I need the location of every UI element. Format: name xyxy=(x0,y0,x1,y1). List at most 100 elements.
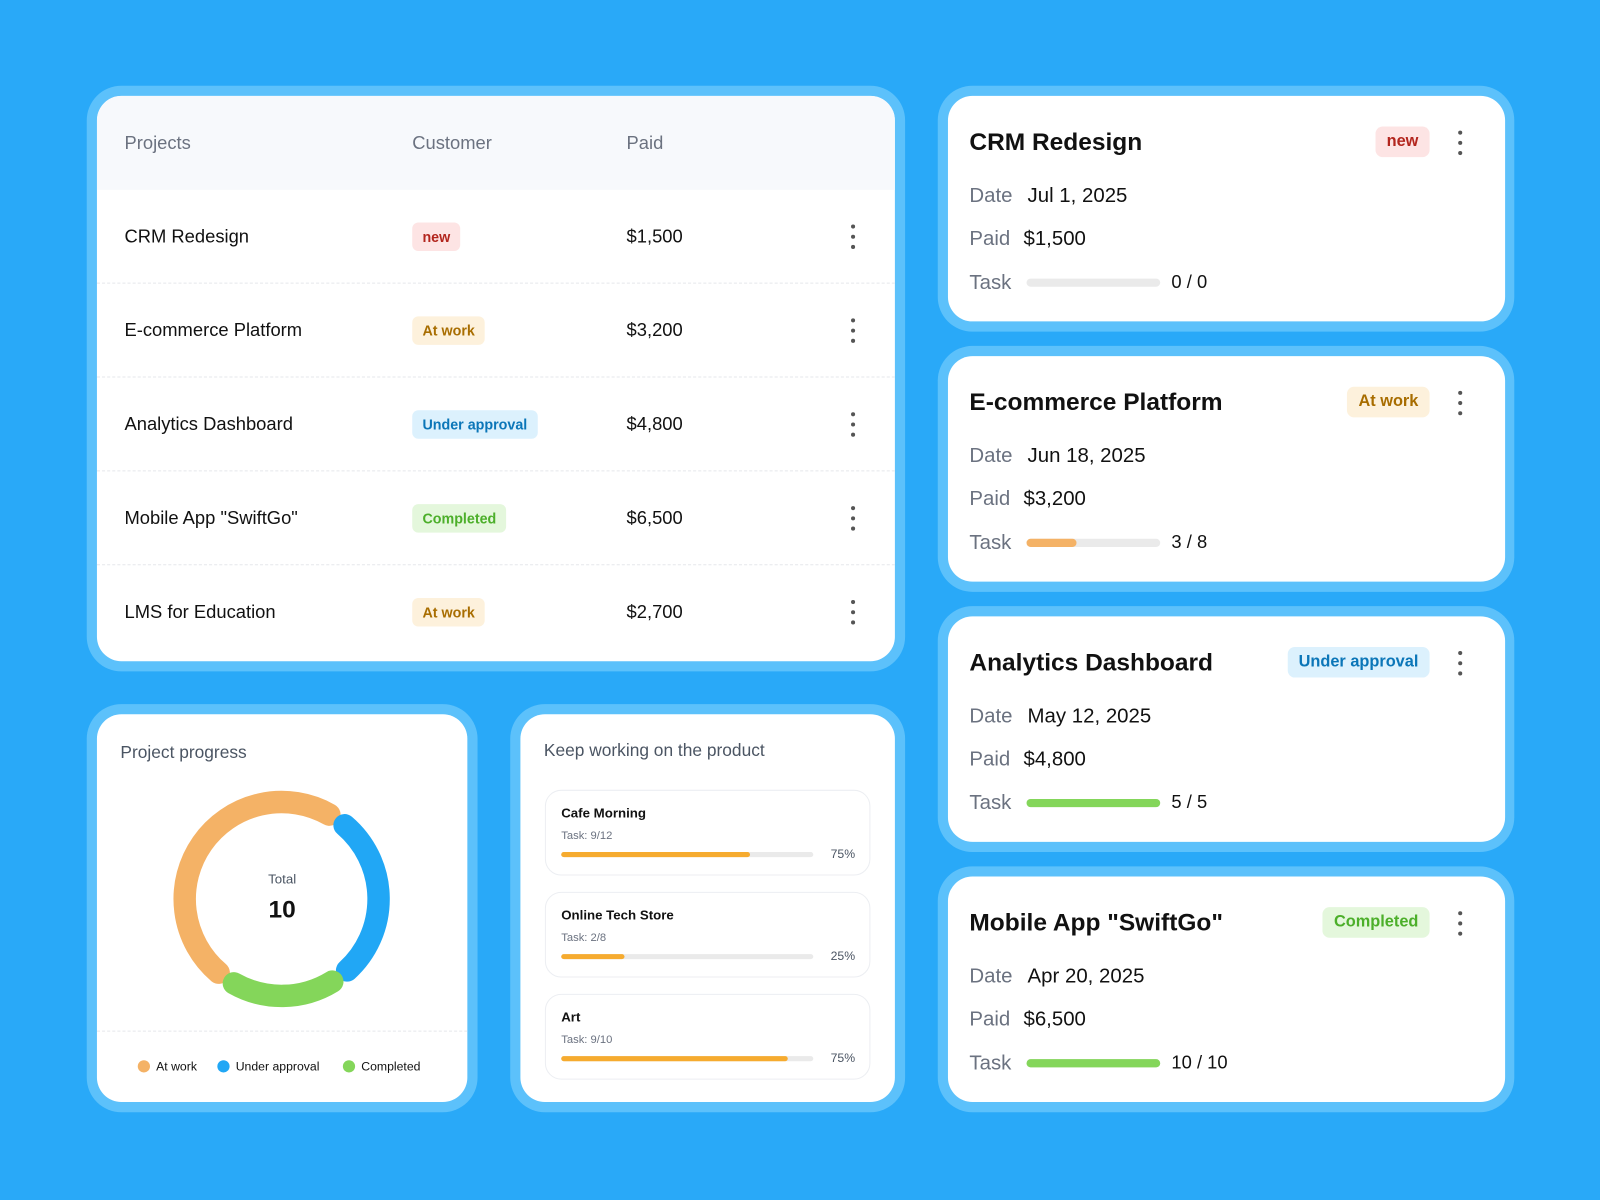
card-title: Project progress xyxy=(120,742,247,763)
legend-under-approval: Under approval xyxy=(217,1059,319,1073)
donut-total: 10 xyxy=(268,895,296,924)
paid-value: $6,500 xyxy=(1023,1008,1086,1031)
more-vertical-icon[interactable] xyxy=(1450,130,1470,156)
legend-at-work: At work xyxy=(137,1059,197,1074)
donut-center-label: Total xyxy=(268,871,297,887)
task-value: 3 / 8 xyxy=(1171,531,1208,553)
column-header-customer: Customer xyxy=(412,132,492,154)
card-title: Keep working on the product xyxy=(543,740,765,761)
product-name: Online Tech Store xyxy=(561,907,674,923)
date-value: May 12, 2025 xyxy=(1027,705,1152,728)
more-vertical-icon[interactable] xyxy=(1450,651,1470,676)
project-title: Analytics Dashboard xyxy=(969,648,1213,677)
table-row[interactable]: CRM Redesign new $1,500 xyxy=(96,190,895,284)
paid-value: $1,500 xyxy=(1023,227,1086,250)
project-card[interactable]: Analytics Dashboard Under approval Date … xyxy=(947,616,1506,842)
paid-label: Paid xyxy=(969,487,1011,511)
more-vertical-icon[interactable] xyxy=(843,505,863,531)
progress-fill xyxy=(561,852,751,858)
status-badge: Completed xyxy=(1322,907,1430,938)
status-badge: Under approval xyxy=(1287,646,1430,678)
legend-dot xyxy=(217,1060,230,1073)
divider xyxy=(96,1030,468,1032)
product-name: Cafe Morning xyxy=(561,805,646,821)
project-name: Analytics Dashboard xyxy=(124,413,293,434)
product-item[interactable]: Art Task: 9/10 75% xyxy=(544,993,871,1080)
progress-bar xyxy=(561,1056,814,1062)
task-value: 5 / 5 xyxy=(1171,791,1208,813)
progress-percent: 75% xyxy=(830,1051,856,1066)
paid-label: Paid xyxy=(969,227,1011,250)
paid-amount: $1,500 xyxy=(626,225,683,246)
table-row[interactable]: E-commerce Platform At work $3,200 xyxy=(96,284,895,378)
table-row[interactable]: LMS for Education At work $2,700 xyxy=(97,565,895,659)
project-name: LMS for Education xyxy=(124,601,276,622)
paid-label: Paid xyxy=(969,1008,1011,1031)
table-row[interactable]: Analytics Dashboard Under approval $4,80… xyxy=(96,378,895,472)
task-label: Task xyxy=(969,791,1012,815)
task-value: 10 / 10 xyxy=(1171,1052,1228,1073)
keep-working-card: Keep working on the product Cafe Morning… xyxy=(520,714,895,1103)
legend-label: Completed xyxy=(361,1059,421,1074)
legend-dot xyxy=(342,1060,356,1073)
legend-label: Under approval xyxy=(235,1059,320,1074)
more-vertical-icon[interactable] xyxy=(1450,390,1470,416)
task-label: Task xyxy=(969,531,1012,555)
column-header-projects: Projects xyxy=(124,132,191,154)
status-badge: Completed xyxy=(412,503,507,533)
table-header: Projects Customer Paid xyxy=(96,95,895,190)
paid-amount: $2,700 xyxy=(626,601,683,622)
legend-completed: Completed xyxy=(342,1059,421,1074)
paid-amount: $6,500 xyxy=(626,507,683,528)
paid-value: $3,200 xyxy=(1023,487,1086,511)
more-vertical-icon[interactable] xyxy=(843,599,863,625)
paid-value: $4,800 xyxy=(1023,747,1086,771)
task-value: 0 / 0 xyxy=(1171,271,1208,292)
more-vertical-icon[interactable] xyxy=(843,411,863,437)
product-task-count: Task: 9/10 xyxy=(561,1033,613,1046)
date-value: Apr 20, 2025 xyxy=(1027,965,1145,988)
project-card[interactable]: E-commerce Platform At work Date Jun 18,… xyxy=(947,356,1506,582)
date-label: Date xyxy=(969,184,1013,208)
task-progress-fill xyxy=(1026,1059,1161,1068)
status-badge: At work xyxy=(1347,386,1430,418)
product-item[interactable]: Cafe Morning Task: 9/12 75% xyxy=(544,789,871,876)
status-badge: new xyxy=(412,221,461,251)
project-card[interactable]: Mobile App "SwiftGo" Completed Date Apr … xyxy=(947,876,1506,1103)
project-title: E-commerce Platform xyxy=(969,388,1223,417)
product-item[interactable]: Online Tech Store Task: 2/8 25% xyxy=(544,891,871,978)
project-name: CRM Redesign xyxy=(124,225,250,246)
project-card[interactable]: CRM Redesign new Date Jul 1, 2025 Paid $… xyxy=(947,95,1506,322)
projects-table: Projects Customer Paid CRM Redesign new … xyxy=(96,95,895,662)
product-task-count: Task: 9/12 xyxy=(561,829,613,842)
donut-segment-completed xyxy=(222,970,344,1008)
progress-percent: 25% xyxy=(830,948,856,964)
task-progress-fill xyxy=(1026,538,1077,547)
legend-dot xyxy=(137,1060,150,1073)
more-vertical-icon[interactable] xyxy=(843,317,863,343)
paid-amount: $3,200 xyxy=(626,319,683,340)
project-name: Mobile App "SwiftGo" xyxy=(124,507,298,528)
status-badge: new xyxy=(1375,126,1430,158)
product-task-count: Task: 2/8 xyxy=(561,931,607,944)
donut-segment-at-work xyxy=(173,790,341,984)
paid-label: Paid xyxy=(969,747,1011,771)
project-progress-card: Project progress Total 10 xyxy=(96,714,468,1103)
date-label: Date xyxy=(969,965,1013,988)
date-label: Date xyxy=(969,444,1013,468)
product-name: Art xyxy=(561,1009,581,1025)
task-label: Task xyxy=(969,271,1012,294)
table-row[interactable]: Mobile App "SwiftGo" Completed $6,500 xyxy=(96,471,895,566)
date-value: Jul 1, 2025 xyxy=(1027,184,1128,208)
task-progress-bar xyxy=(1026,538,1161,547)
more-vertical-icon[interactable] xyxy=(1450,911,1470,936)
progress-fill xyxy=(561,954,625,960)
column-header-paid: Paid xyxy=(626,132,664,154)
project-name: E-commerce Platform xyxy=(124,319,303,340)
legend-label: At work xyxy=(156,1059,197,1074)
status-badge: At work xyxy=(412,597,486,627)
task-label: Task xyxy=(969,1052,1012,1075)
task-progress-bar xyxy=(1026,1059,1161,1068)
more-vertical-icon[interactable] xyxy=(843,223,863,249)
